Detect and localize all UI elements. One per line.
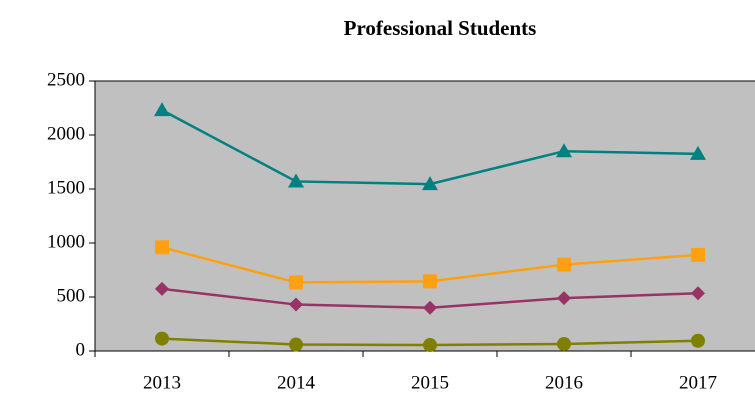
marker bbox=[556, 143, 572, 158]
marker bbox=[155, 331, 169, 346]
marker bbox=[155, 240, 169, 255]
y-tick-label: 0 bbox=[76, 339, 86, 360]
marker bbox=[557, 291, 571, 306]
marker bbox=[289, 275, 303, 290]
y-tick-label: 1000 bbox=[47, 231, 85, 252]
marker bbox=[423, 338, 437, 353]
y-tick-label: 2000 bbox=[47, 123, 85, 144]
marker bbox=[691, 286, 705, 301]
marker bbox=[155, 281, 169, 296]
marker bbox=[289, 297, 303, 312]
y-tick-label: 2500 bbox=[47, 69, 85, 90]
x-tick-label: 2017 bbox=[679, 372, 717, 393]
marker bbox=[154, 102, 170, 117]
marker bbox=[288, 173, 304, 188]
y-tick-label: 500 bbox=[57, 285, 86, 306]
marker bbox=[691, 247, 705, 262]
marker bbox=[422, 176, 438, 191]
marker bbox=[690, 145, 706, 160]
marker bbox=[557, 257, 571, 272]
x-tick-label: 2013 bbox=[143, 372, 181, 393]
x-tick-label: 2014 bbox=[277, 372, 316, 393]
marker bbox=[289, 337, 303, 352]
chart-title: Professional Students bbox=[344, 16, 537, 40]
marker bbox=[691, 333, 705, 348]
marker bbox=[423, 300, 437, 315]
marker bbox=[557, 336, 571, 351]
x-tick-label: 2015 bbox=[411, 372, 449, 393]
plot-area bbox=[94, 80, 755, 352]
x-tick-label: 2016 bbox=[545, 372, 583, 393]
y-tick-label: 1500 bbox=[47, 177, 85, 198]
marker bbox=[423, 274, 437, 289]
